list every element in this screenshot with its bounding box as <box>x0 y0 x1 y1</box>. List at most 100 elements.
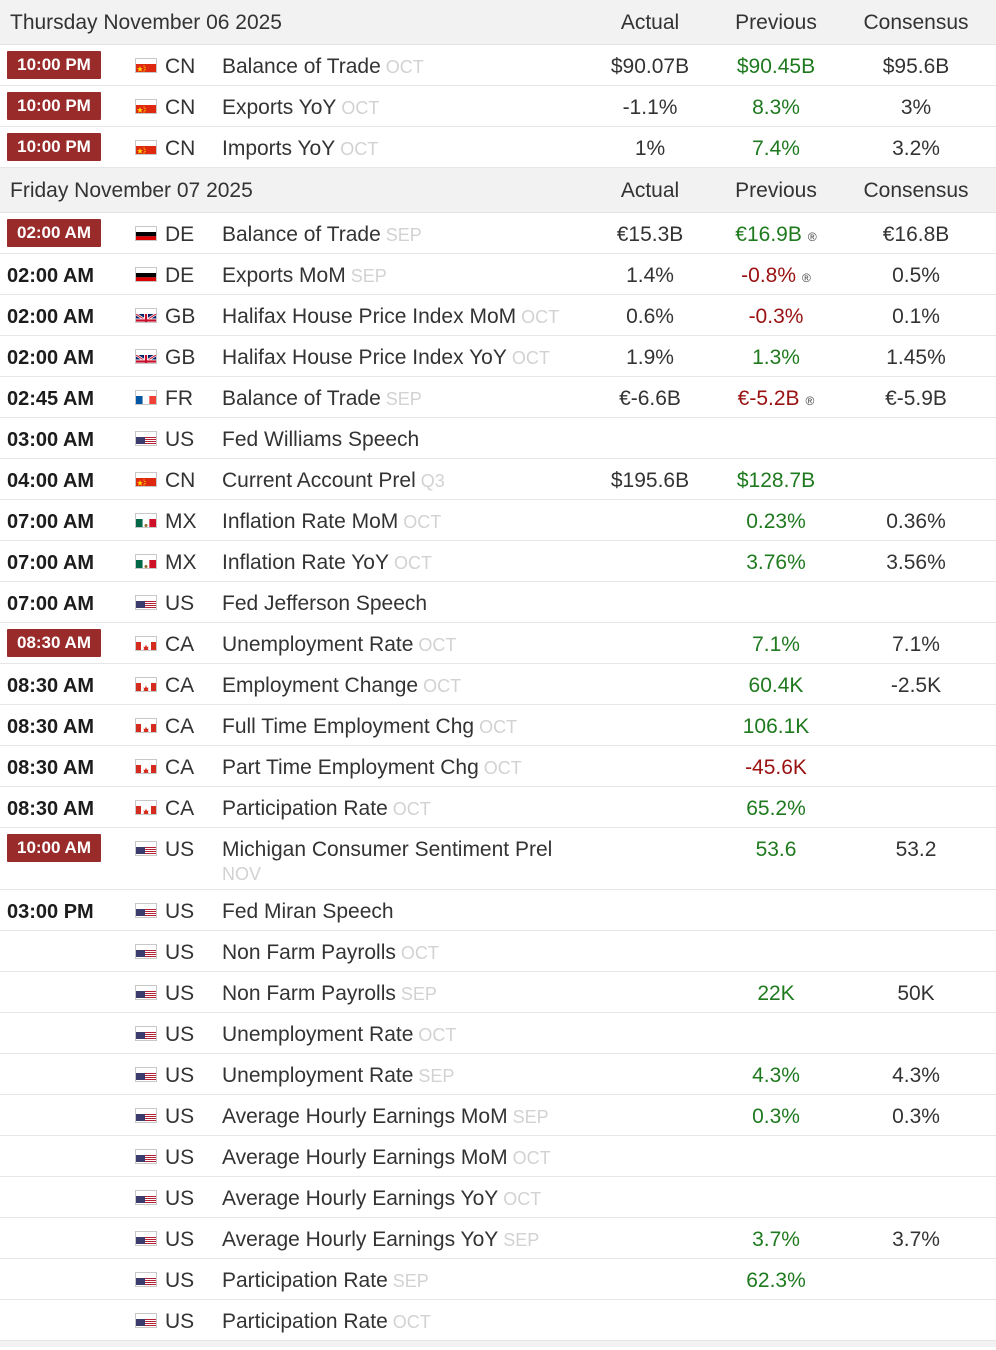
country-code: US <box>165 1105 195 1128</box>
event-row[interactable]: US Participation Rate OCT <box>0 1300 996 1341</box>
event-row[interactable]: 02:00 AM DE Balance of Trade SEP €15.3B €16.9… <box>0 213 996 254</box>
event-row[interactable]: 03:00 PM US Fed Miran Speech <box>0 890 996 931</box>
event-name-link[interactable]: Non Farm Payrolls OCT <box>222 941 587 965</box>
event-name-link[interactable]: Fed Miran Speech <box>222 900 587 924</box>
consensus-value: 3.56% <box>886 551 946 574</box>
event-name-link[interactable]: Balance of Trade SEP <box>222 387 587 411</box>
event-row[interactable]: 08:30 AM CA Participation Rate OCT 65.2% <box>0 787 996 828</box>
event-name: Participation Rate <box>222 1310 388 1333</box>
event-row[interactable]: 02:00 AM DE Exports MoM SEP 1.4% -0.8% ® 0.5% <box>0 254 996 295</box>
event-name-link[interactable]: Average Hourly Earnings MoM OCT <box>222 1146 587 1170</box>
event-row[interactable]: US Unemployment Rate OCT <box>0 1013 996 1054</box>
event-name-link[interactable]: Halifax House Price Index MoM OCT <box>222 305 587 329</box>
revised-icon[interactable]: ® <box>805 394 815 408</box>
event-row[interactable]: 10:00 PM CN Imports YoY OCT 1% 7.4% 3.2% <box>0 127 996 168</box>
event-row[interactable]: 08:30 AM CA Unemployment Rate OCT 7.1% 7.1% <box>0 623 996 664</box>
reference-period: OCT <box>418 635 457 655</box>
event-name-link[interactable]: Imports YoY OCT <box>222 137 587 161</box>
event-time-highlighted: 10:00 PM <box>7 133 101 161</box>
consensus-column-header[interactable]: Consensus <box>863 11 969 34</box>
us-flag-icon <box>135 595 157 610</box>
event-name-link[interactable]: Employment Change OCT <box>222 674 587 698</box>
country-code: CA <box>165 756 195 779</box>
event-row[interactable]: 02:45 AM FR Balance of Trade SEP €-6.6B €-5.2… <box>0 377 996 418</box>
actual-value: 1.4% <box>626 264 674 287</box>
event-row[interactable]: 10:00 PM CN Balance of Trade OCT $90.07B $90.… <box>0 45 996 86</box>
event-row[interactable]: 10:00 AM US Michigan Consumer Sentiment Pr… <box>0 828 996 890</box>
event-name-link[interactable]: Inflation Rate YoY OCT <box>222 551 587 575</box>
event-name-link[interactable]: Balance of Trade OCT <box>222 55 587 79</box>
group-date: Friday November 07 2025 <box>10 179 253 202</box>
event-name-link[interactable]: Fed Williams Speech <box>222 428 587 452</box>
reference-period: OCT <box>423 676 462 696</box>
consensus-column-header[interactable]: Consensus <box>863 179 969 202</box>
event-name: Average Hourly Earnings MoM <box>222 1146 508 1169</box>
event-name: Inflation Rate MoM <box>222 510 399 533</box>
event-row[interactable]: 10:00 PM CN Exports YoY OCT -1.1% 8.3% 3% <box>0 86 996 127</box>
us-flag-icon <box>135 944 157 959</box>
event-name-link[interactable]: Average Hourly Earnings YoY SEP <box>222 1228 587 1252</box>
event-name-link[interactable]: Unemployment Rate OCT <box>222 1023 587 1047</box>
event-name-link[interactable]: Exports YoY OCT <box>222 96 587 120</box>
event-name-link[interactable]: Unemployment Rate OCT <box>222 633 587 657</box>
event-name: Non Farm Payrolls <box>222 941 396 964</box>
event-row[interactable]: 08:30 AM CA Full Time Employment Chg OCT 106… <box>0 705 996 746</box>
previous-value: 65.2% <box>716 797 836 821</box>
event-time: 02:00 AM <box>7 347 95 369</box>
actual-value: €-6.6B <box>619 387 681 410</box>
event-row[interactable]: 03:00 AM US Fed Williams Speech <box>0 418 996 459</box>
event-row[interactable]: US Unemployment Rate SEP 4.3% 4.3% <box>0 1054 996 1095</box>
event-name-link[interactable]: Full Time Employment Chg OCT <box>222 715 587 739</box>
event-row[interactable]: US Average Hourly Earnings MoM OCT <box>0 1136 996 1177</box>
previous-value: 53.6 <box>716 838 836 862</box>
event-row[interactable]: 04:00 AM CN Current Account Prel Q3 $195.6B $… <box>0 459 996 500</box>
event-row[interactable]: US Non Farm Payrolls OCT <box>0 931 996 972</box>
event-name-link[interactable]: Average Hourly Earnings YoY OCT <box>222 1187 587 1211</box>
event-name-link[interactable]: Participation Rate SEP <box>222 1269 587 1293</box>
consensus-value: 3% <box>900 96 932 119</box>
event-row[interactable]: US Average Hourly Earnings YoY SEP 3.7% 3.7% <box>0 1218 996 1259</box>
event-row[interactable]: US Non Farm Payrolls SEP 22K 50K <box>0 972 996 1013</box>
event-row[interactable]: 07:00 AM MX Inflation Rate YoY OCT 3.76% 3.56… <box>0 541 996 582</box>
event-name-link[interactable]: Fed Jefferson Speech <box>222 592 587 616</box>
country-code: CA <box>165 674 195 697</box>
previous-column-header[interactable]: Previous <box>735 179 817 202</box>
previous-column-header[interactable]: Previous <box>735 11 817 34</box>
event-name-link[interactable]: Halifax House Price Index YoY OCT <box>222 346 587 370</box>
event-row[interactable]: 08:30 AM CA Part Time Employment Chg OCT -45… <box>0 746 996 787</box>
revised-icon[interactable]: ® <box>807 230 817 244</box>
reference-period: OCT <box>483 758 522 778</box>
actual-column-header[interactable]: Actual <box>620 179 680 202</box>
event-name-link[interactable]: Participation Rate OCT <box>222 797 587 821</box>
event-name-link[interactable]: Michigan Consumer Sentiment Prel NOV <box>222 838 587 886</box>
event-time: 08:30 AM <box>7 716 95 738</box>
event-name: Fed Williams Speech <box>222 428 420 451</box>
consensus-value: 0.1% <box>892 305 940 328</box>
event-row[interactable]: 07:00 AM MX Inflation Rate MoM OCT 0.23% 0.36… <box>0 500 996 541</box>
actual-value: -1.1% <box>622 96 678 119</box>
previous-value-text: 65.2% <box>746 797 806 820</box>
event-name-link[interactable]: Non Farm Payrolls SEP <box>222 982 587 1006</box>
event-row[interactable]: 02:00 AM GB Halifax House Price Index YoY O… <box>0 336 996 377</box>
event-row[interactable]: 07:00 AM US Fed Jefferson Speech <box>0 582 996 623</box>
event-row[interactable]: 02:00 AM GB Halifax House Price Index MoM O… <box>0 295 996 336</box>
event-name-link[interactable]: Average Hourly Earnings MoM SEP <box>222 1105 587 1129</box>
event-row[interactable]: 08:30 AM CA Employment Change OCT 60.4K -2.5K <box>0 664 996 705</box>
event-name-link[interactable]: Inflation Rate MoM OCT <box>222 510 587 534</box>
country-code: DE <box>165 264 195 287</box>
actual-column-header[interactable]: Actual <box>620 11 680 34</box>
group-date: Thursday November 06 2025 <box>10 11 282 34</box>
event-row[interactable]: US Participation Rate SEP 62.3% <box>0 1259 996 1300</box>
event-row[interactable]: US Average Hourly Earnings YoY OCT <box>0 1177 996 1218</box>
event-name-link[interactable]: Balance of Trade SEP <box>222 223 587 247</box>
event-name-link[interactable]: Current Account Prel Q3 <box>222 469 587 493</box>
country-code: CN <box>165 55 196 78</box>
event-name: Current Account Prel <box>222 469 416 492</box>
event-row[interactable]: US Average Hourly Earnings MoM SEP 0.3% 0.3% <box>0 1095 996 1136</box>
revised-icon[interactable]: ® <box>802 271 811 285</box>
event-name-link[interactable]: Exports MoM SEP <box>222 264 587 288</box>
event-name-link[interactable]: Participation Rate OCT <box>222 1310 587 1334</box>
event-name-link[interactable]: Part Time Employment Chg OCT <box>222 756 587 780</box>
event-name-link[interactable]: Unemployment Rate SEP <box>222 1064 587 1088</box>
reference-period: OCT <box>340 139 379 159</box>
